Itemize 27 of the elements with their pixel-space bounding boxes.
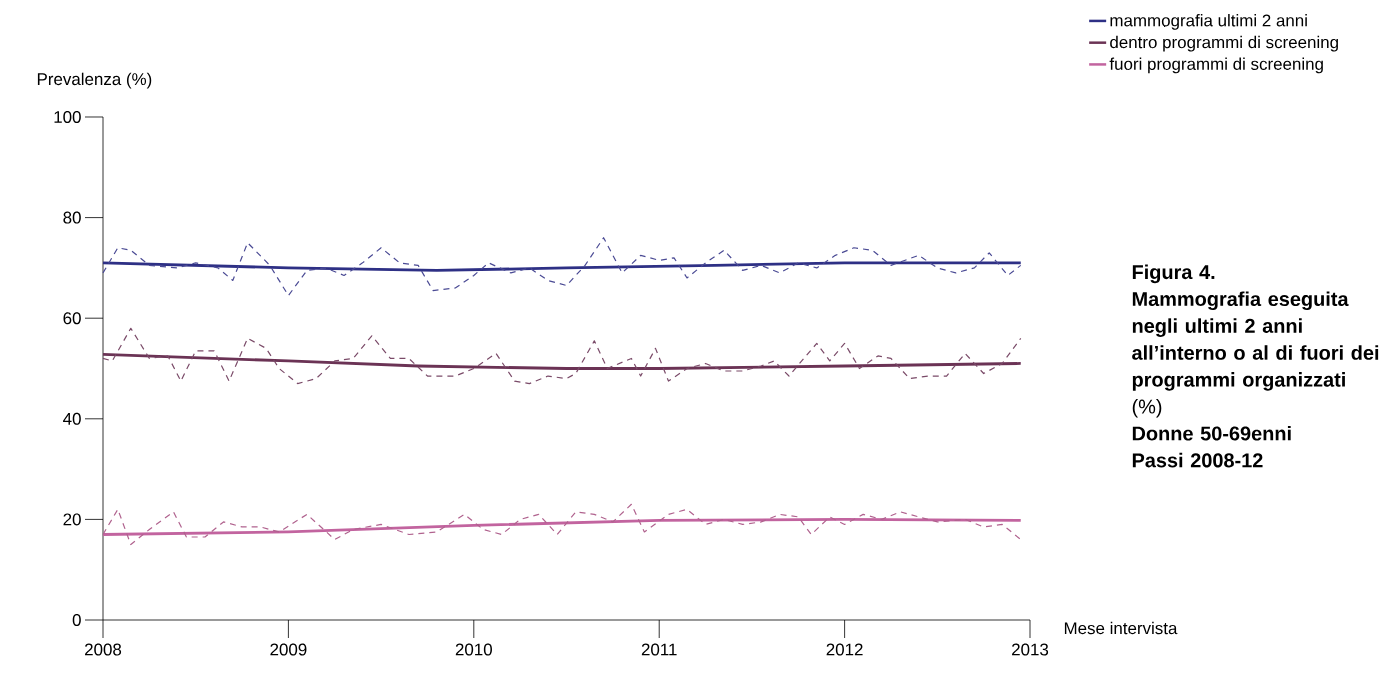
legend-label: dentro programmi di screening — [1110, 35, 1338, 52]
y-tick-label: 80 — [63, 211, 81, 224]
x-tick-label: 2013 — [1012, 643, 1049, 656]
y-tick-label: 20 — [63, 513, 81, 526]
y-tick-label: 40 — [63, 412, 81, 425]
text: Donne 50-69enni — [1132, 425, 1291, 441]
line-series — [102, 503, 1022, 546]
y-tick-label: 100 — [54, 111, 81, 123]
line-series — [102, 237, 1022, 297]
x-tick-label: 2011 — [641, 643, 677, 656]
x-tick-label: 2008 — [85, 643, 122, 656]
line-series — [102, 327, 1022, 385]
line-series — [101, 353, 1023, 370]
x-tick-label: 2012 — [826, 643, 863, 656]
x-axis-title: Mese intervista — [1064, 621, 1178, 635]
y-axis-title: Prevalenza (%) — [37, 72, 152, 89]
x-tick-label: 2010 — [455, 643, 492, 656]
text: Mammografia eseguita negli ultimi 2 anni all’interno o al di fuori dei programmi organizzati (%) — [1132, 291, 1379, 418]
x-tick-label: 2009 — [270, 643, 307, 656]
line-series — [101, 518, 1023, 536]
text: Figura 4. — [1132, 264, 1215, 284]
y-tick-label: 60 — [63, 312, 81, 325]
y-tick-label: 0 — [72, 614, 81, 626]
line-series — [101, 261, 1023, 272]
text: Passi 2008-12 — [1132, 452, 1263, 468]
legend-label: mammografia ultimi 2 anni — [1110, 14, 1307, 30]
legend-label: fuori programmi di screening — [1109, 57, 1323, 74]
